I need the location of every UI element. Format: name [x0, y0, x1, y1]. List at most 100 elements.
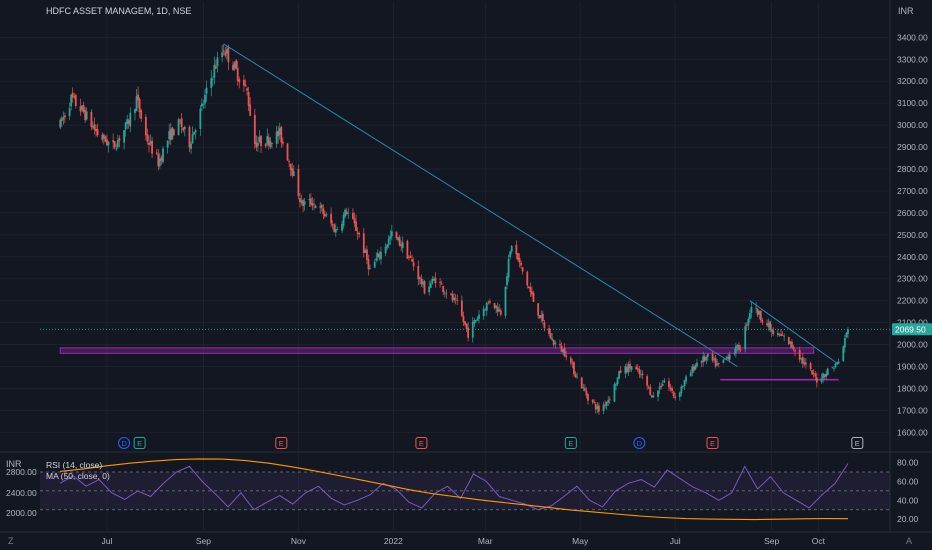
candle-body: [613, 384, 616, 402]
candle-body: [116, 139, 119, 148]
candle: [253, 108, 256, 149]
candle-body: [400, 244, 403, 247]
candle: [755, 302, 758, 313]
candle-body: [787, 336, 790, 345]
candle: [386, 244, 389, 250]
candle: [672, 391, 675, 399]
candle-body: [476, 318, 479, 321]
candle: [428, 280, 431, 296]
candle: [685, 374, 687, 385]
candle: [182, 127, 185, 133]
candle: [641, 370, 644, 380]
marker-label: E: [137, 439, 142, 448]
candle: [836, 361, 838, 365]
candle-body: [521, 267, 524, 272]
candle: [591, 399, 594, 405]
candle-body: [769, 321, 772, 331]
candle-body: [789, 341, 792, 344]
candle: [376, 249, 379, 262]
candle-body: [587, 394, 589, 401]
candle-body: [299, 198, 301, 203]
candle-body: [727, 356, 729, 360]
candle: [801, 353, 804, 369]
candle: [471, 316, 474, 343]
candle-body: [791, 341, 793, 348]
candle: [364, 248, 367, 253]
candle: [847, 327, 849, 339]
candle-body: [736, 344, 739, 348]
candle: [772, 327, 775, 337]
candle-body: [169, 128, 172, 141]
candle: [706, 353, 709, 362]
price-tick-label: 2200.00: [897, 296, 928, 306]
candle: [780, 329, 782, 337]
candle-body: [569, 357, 572, 363]
candle: [787, 336, 790, 346]
candle-body: [678, 392, 681, 397]
candle: [297, 164, 300, 200]
candle: [155, 148, 158, 156]
candle-body: [308, 199, 311, 201]
candle-body: [571, 363, 574, 364]
candle: [532, 290, 535, 303]
candle-body: [537, 303, 540, 316]
candle-body: [84, 109, 87, 121]
candle-body: [376, 252, 379, 258]
candle: [485, 301, 488, 317]
candle: [236, 60, 239, 86]
price-tick-label: 2000.00: [897, 340, 928, 350]
rsi-tick-label: 80.00: [897, 458, 919, 468]
candle: [353, 212, 356, 228]
candle-body: [706, 353, 709, 357]
candle: [205, 80, 208, 102]
candle-body: [82, 105, 85, 112]
candle: [843, 335, 846, 353]
candle: [815, 372, 818, 388]
candle: [823, 374, 826, 380]
candle: [702, 351, 705, 367]
candle-body: [380, 251, 382, 260]
candle-body: [158, 158, 161, 167]
candle-body: [398, 236, 401, 246]
candle-body: [353, 218, 356, 224]
candle: [507, 254, 510, 283]
candle: [745, 322, 748, 331]
candle: [291, 162, 294, 178]
candle: [429, 280, 432, 288]
candle-body: [674, 396, 677, 399]
candle: [124, 122, 127, 137]
candle: [179, 118, 182, 125]
candle: [144, 114, 147, 141]
candle-body: [79, 106, 82, 112]
candle: [289, 163, 292, 177]
candle: [518, 253, 521, 268]
candle: [474, 319, 477, 324]
candle-body: [115, 148, 118, 150]
candle: [549, 328, 552, 339]
candle: [629, 359, 631, 373]
candle: [113, 141, 116, 150]
candle: [60, 116, 63, 127]
candle-body: [367, 259, 370, 270]
candle-body: [233, 62, 236, 70]
candle: [736, 344, 739, 352]
candle: [151, 136, 153, 158]
candle: [149, 134, 152, 146]
candle: [540, 310, 543, 323]
candle-body: [93, 124, 96, 130]
candle: [183, 125, 186, 137]
time-tick-label: Sep: [764, 536, 779, 546]
candle-body: [331, 224, 334, 225]
candle: [596, 402, 599, 413]
candle-body: [246, 88, 248, 91]
candle-body: [289, 163, 292, 170]
candle-body: [387, 238, 390, 245]
marker-label: E: [855, 439, 860, 448]
candle: [288, 159, 290, 167]
candle: [682, 385, 684, 389]
candle-body: [258, 136, 261, 143]
candle-body: [216, 57, 219, 67]
candle: [809, 361, 812, 372]
candle-body: [71, 92, 74, 98]
